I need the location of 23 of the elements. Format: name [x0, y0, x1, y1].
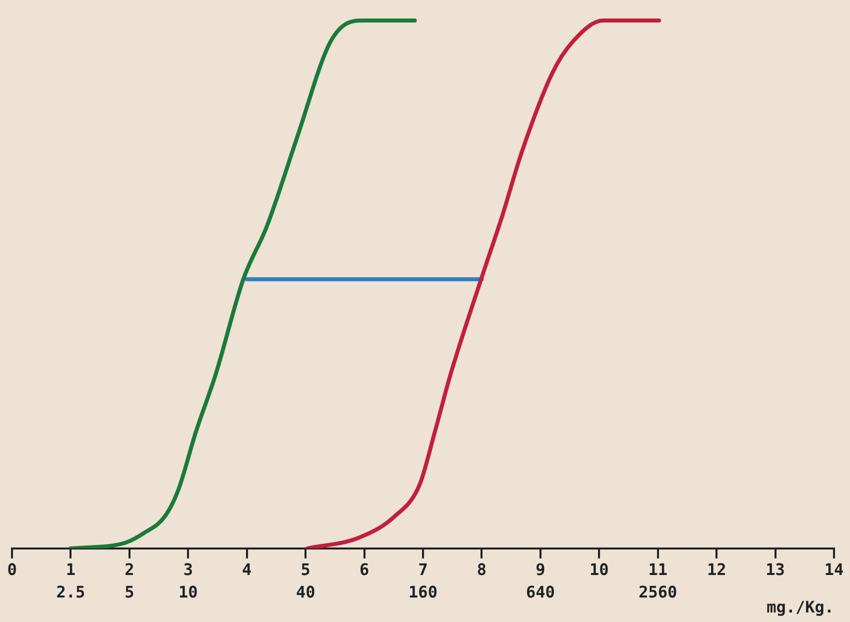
x2-tick-label: 2.5	[56, 582, 86, 602]
x-tick-label: 14	[824, 560, 844, 580]
x-tick-label: 5	[300, 560, 310, 580]
x2-axis-title: mg./Kg.	[766, 598, 834, 617]
x-tick-label: 3	[183, 560, 193, 580]
x-tick-label: 7	[418, 560, 428, 580]
x2-tick-label: 160	[408, 582, 438, 602]
x2-tick-label: 640	[526, 582, 555, 602]
x-tick-label: 12	[706, 560, 726, 580]
x2-tick-label: 5	[124, 582, 134, 602]
x-tick-label: 1	[66, 560, 76, 580]
x-tick-label: 4	[242, 560, 252, 580]
x-tick-label: 2	[124, 560, 134, 580]
x-tick-label: 6	[359, 560, 370, 580]
x-tick-label: 11	[648, 560, 668, 580]
x-tick-label: 0	[7, 560, 17, 580]
x2-tick-label: 40	[296, 582, 316, 602]
x-tick-label: 8	[476, 560, 487, 580]
x-tick-label: 9	[536, 560, 546, 580]
x2-tick-label: 2560	[638, 582, 678, 602]
x-tick-label: 10	[590, 560, 609, 580]
x-tick-label: 13	[766, 560, 785, 580]
x2-tick-label: 10	[178, 582, 198, 602]
